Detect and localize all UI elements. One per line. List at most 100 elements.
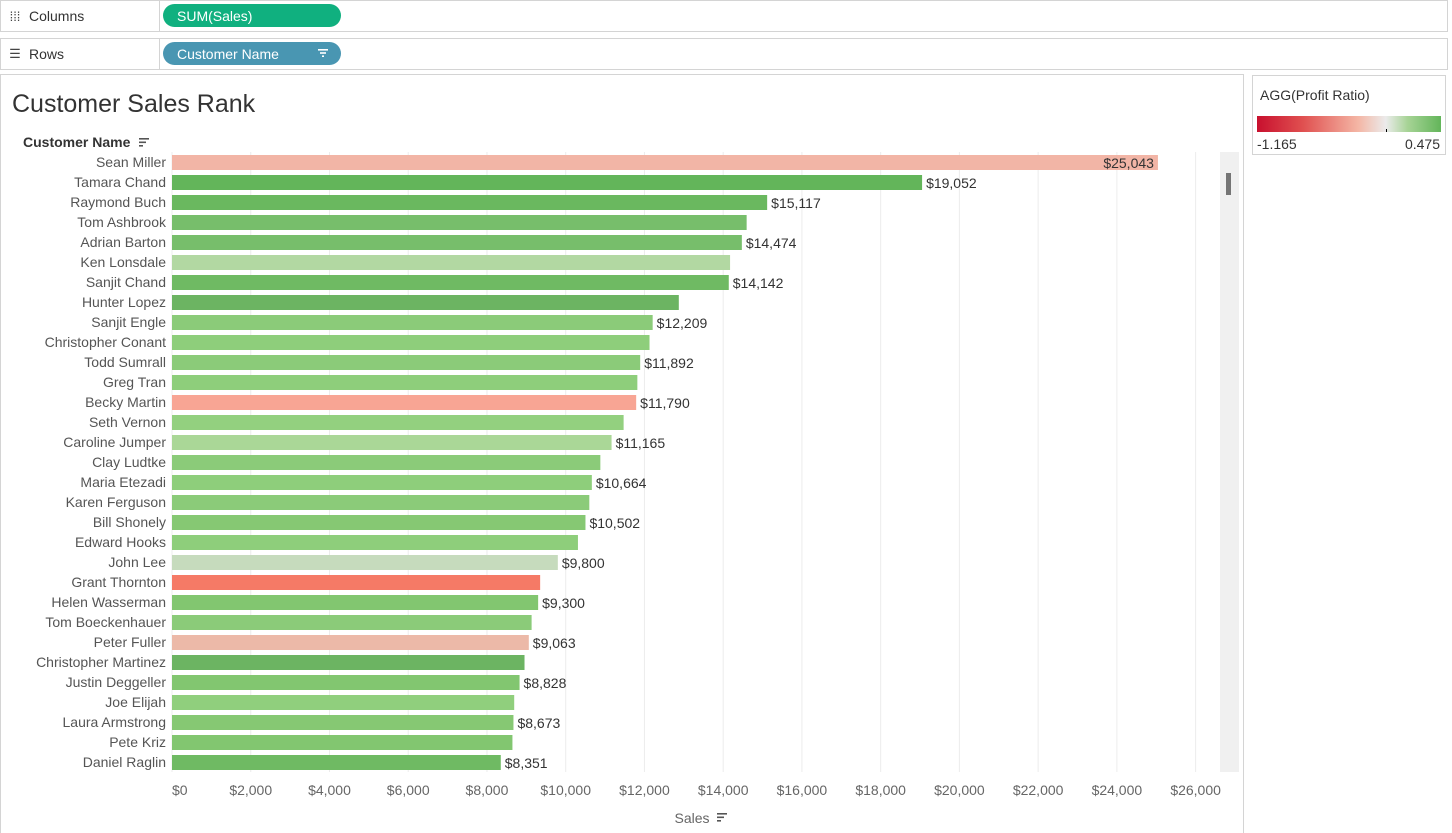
bar-value-label: $11,165 xyxy=(616,435,666,451)
bar-value-label: $10,502 xyxy=(589,515,640,531)
customer-name-label[interactable]: Greg Tran xyxy=(103,374,166,390)
bar[interactable] xyxy=(172,535,578,550)
bar[interactable] xyxy=(172,675,520,690)
customer-name-label[interactable]: Karen Ferguson xyxy=(66,494,166,510)
legend-title: AGG(Profit Ratio) xyxy=(1260,87,1370,103)
bar-value-label: $11,892 xyxy=(644,355,694,371)
bar[interactable] xyxy=(172,175,923,190)
bar[interactable] xyxy=(172,515,586,530)
customer-name-label[interactable]: Seth Vernon xyxy=(89,414,166,430)
bar[interactable] xyxy=(172,555,558,570)
bar-value-label: $9,300 xyxy=(542,595,585,611)
bar-value-label: $19,052 xyxy=(926,175,977,191)
bar[interactable] xyxy=(172,415,624,430)
bar[interactable] xyxy=(172,315,653,330)
bar-value-label: $15,117 xyxy=(771,195,821,211)
bar[interactable] xyxy=(172,235,742,250)
bar[interactable] xyxy=(172,655,525,670)
legend-gradient xyxy=(1257,116,1441,132)
legend-max-value: 0.475 xyxy=(1404,136,1440,152)
bar[interactable] xyxy=(172,255,731,270)
bar[interactable] xyxy=(172,155,1158,170)
x-tick-label: $14,000 xyxy=(698,782,749,798)
bar[interactable] xyxy=(172,335,650,350)
x-tick-label: $2,000 xyxy=(229,782,272,798)
columns-shelf: ⁞⁞⁞ Columns SUM(Sales) xyxy=(0,0,1448,32)
row-labels: Sean Miller Tamara Chand Raymond Buch Tom A… xyxy=(36,154,167,770)
worksheet-view xyxy=(0,74,1244,833)
vertical-scrollbar[interactable] xyxy=(1220,152,1239,772)
bar[interactable] xyxy=(172,755,501,770)
x-axis-sort-icon[interactable] xyxy=(717,813,727,822)
bar[interactable] xyxy=(172,375,638,390)
bar[interactable] xyxy=(172,595,539,610)
bar[interactable] xyxy=(172,435,612,450)
customer-name-label[interactable]: Tom Boeckenhauer xyxy=(45,614,166,630)
customer-name-label[interactable]: Todd Sumrall xyxy=(84,354,166,370)
customer-name-label[interactable]: Tamara Chand xyxy=(74,174,166,190)
customer-name-label[interactable]: Raymond Buch xyxy=(70,194,166,210)
bar-value-label: $9,800 xyxy=(562,555,605,571)
customer-name-label[interactable]: Ken Lonsdale xyxy=(80,254,166,270)
customer-name-label[interactable]: Sanjit Chand xyxy=(86,274,166,290)
sort-descending-icon[interactable] xyxy=(317,47,329,59)
bar[interactable] xyxy=(172,475,592,490)
bar[interactable] xyxy=(172,715,514,730)
x-tick-label: $6,000 xyxy=(387,782,430,798)
bar[interactable] xyxy=(172,735,513,750)
bar[interactable] xyxy=(172,575,541,590)
bar[interactable] xyxy=(172,295,679,310)
bar-value-label: $11,790 xyxy=(640,395,690,411)
legend-zero-tick xyxy=(1386,129,1387,132)
x-tick-label: $8,000 xyxy=(466,782,509,798)
bar[interactable] xyxy=(172,355,641,370)
customer-name-label[interactable]: Adrian Barton xyxy=(80,234,166,250)
customer-name-label[interactable]: Joe Elijah xyxy=(105,694,166,710)
customer-name-label[interactable]: Helen Wasserman xyxy=(51,594,166,610)
bar[interactable] xyxy=(172,695,515,710)
scrollbar-thumb[interactable] xyxy=(1226,173,1231,195)
row-header-label[interactable]: Customer Name xyxy=(23,134,131,150)
rows-shelf-label: ☰ Rows xyxy=(1,39,160,69)
customer-name-label[interactable]: Edward Hooks xyxy=(75,534,166,550)
bar[interactable] xyxy=(172,215,747,230)
row-header-sort-icon[interactable] xyxy=(139,138,149,147)
customer-name-label[interactable]: Daniel Raglin xyxy=(83,754,166,770)
customer-name-label[interactable]: Pete Kriz xyxy=(109,734,166,750)
customer-name-label[interactable]: John Lee xyxy=(108,554,166,570)
x-tick-label: $20,000 xyxy=(934,782,985,798)
customer-name-label[interactable]: Bill Shonely xyxy=(93,514,166,530)
customer-name-label[interactable]: Maria Etezadi xyxy=(80,474,166,490)
sum-sales-pill[interactable]: SUM(Sales) xyxy=(163,4,341,27)
bar[interactable] xyxy=(172,495,590,510)
customer-name-label[interactable]: Sanjit Engle xyxy=(91,314,166,330)
customer-name-label[interactable]: Caroline Jumper xyxy=(63,434,166,450)
customer-name-label[interactable]: Clay Ludtke xyxy=(92,454,166,470)
bar-value-label: $10,664 xyxy=(596,475,647,491)
customer-name-label[interactable]: Sean Miller xyxy=(96,154,166,170)
bar[interactable] xyxy=(172,395,637,410)
x-axis-title[interactable]: Sales xyxy=(674,810,709,826)
customer-name-label[interactable]: Christopher Martinez xyxy=(36,654,166,670)
bar[interactable] xyxy=(172,455,601,470)
bars xyxy=(172,155,1158,770)
bar[interactable] xyxy=(172,615,532,630)
bar-value-label: $25,043 xyxy=(1103,155,1154,171)
customer-name-label[interactable]: Hunter Lopez xyxy=(82,294,166,310)
customer-name-label[interactable]: Grant Thornton xyxy=(71,574,166,590)
bar[interactable] xyxy=(172,635,529,650)
customer-name-label[interactable]: Justin Deggeller xyxy=(66,674,167,690)
bar[interactable] xyxy=(172,195,768,210)
customer-name-pill[interactable]: Customer Name xyxy=(163,42,341,65)
customer-name-label[interactable]: Tom Ashbrook xyxy=(77,214,167,230)
customer-name-label[interactable]: Becky Martin xyxy=(85,394,166,410)
x-tick-label: $16,000 xyxy=(777,782,828,798)
value-labels: $25,043 $19,052 $15,117 $14,474 $14,142 $12,2… xyxy=(505,155,1154,771)
bar[interactable] xyxy=(172,275,729,290)
customer-name-label[interactable]: Peter Fuller xyxy=(94,634,167,650)
color-legend[interactable]: AGG(Profit Ratio) -1.165 0.475 xyxy=(1252,75,1446,155)
customer-name-label[interactable]: Laura Armstrong xyxy=(63,714,167,730)
x-tick-label: $22,000 xyxy=(1013,782,1064,798)
x-tick-label: $10,000 xyxy=(540,782,591,798)
customer-name-label[interactable]: Christopher Conant xyxy=(45,334,167,350)
